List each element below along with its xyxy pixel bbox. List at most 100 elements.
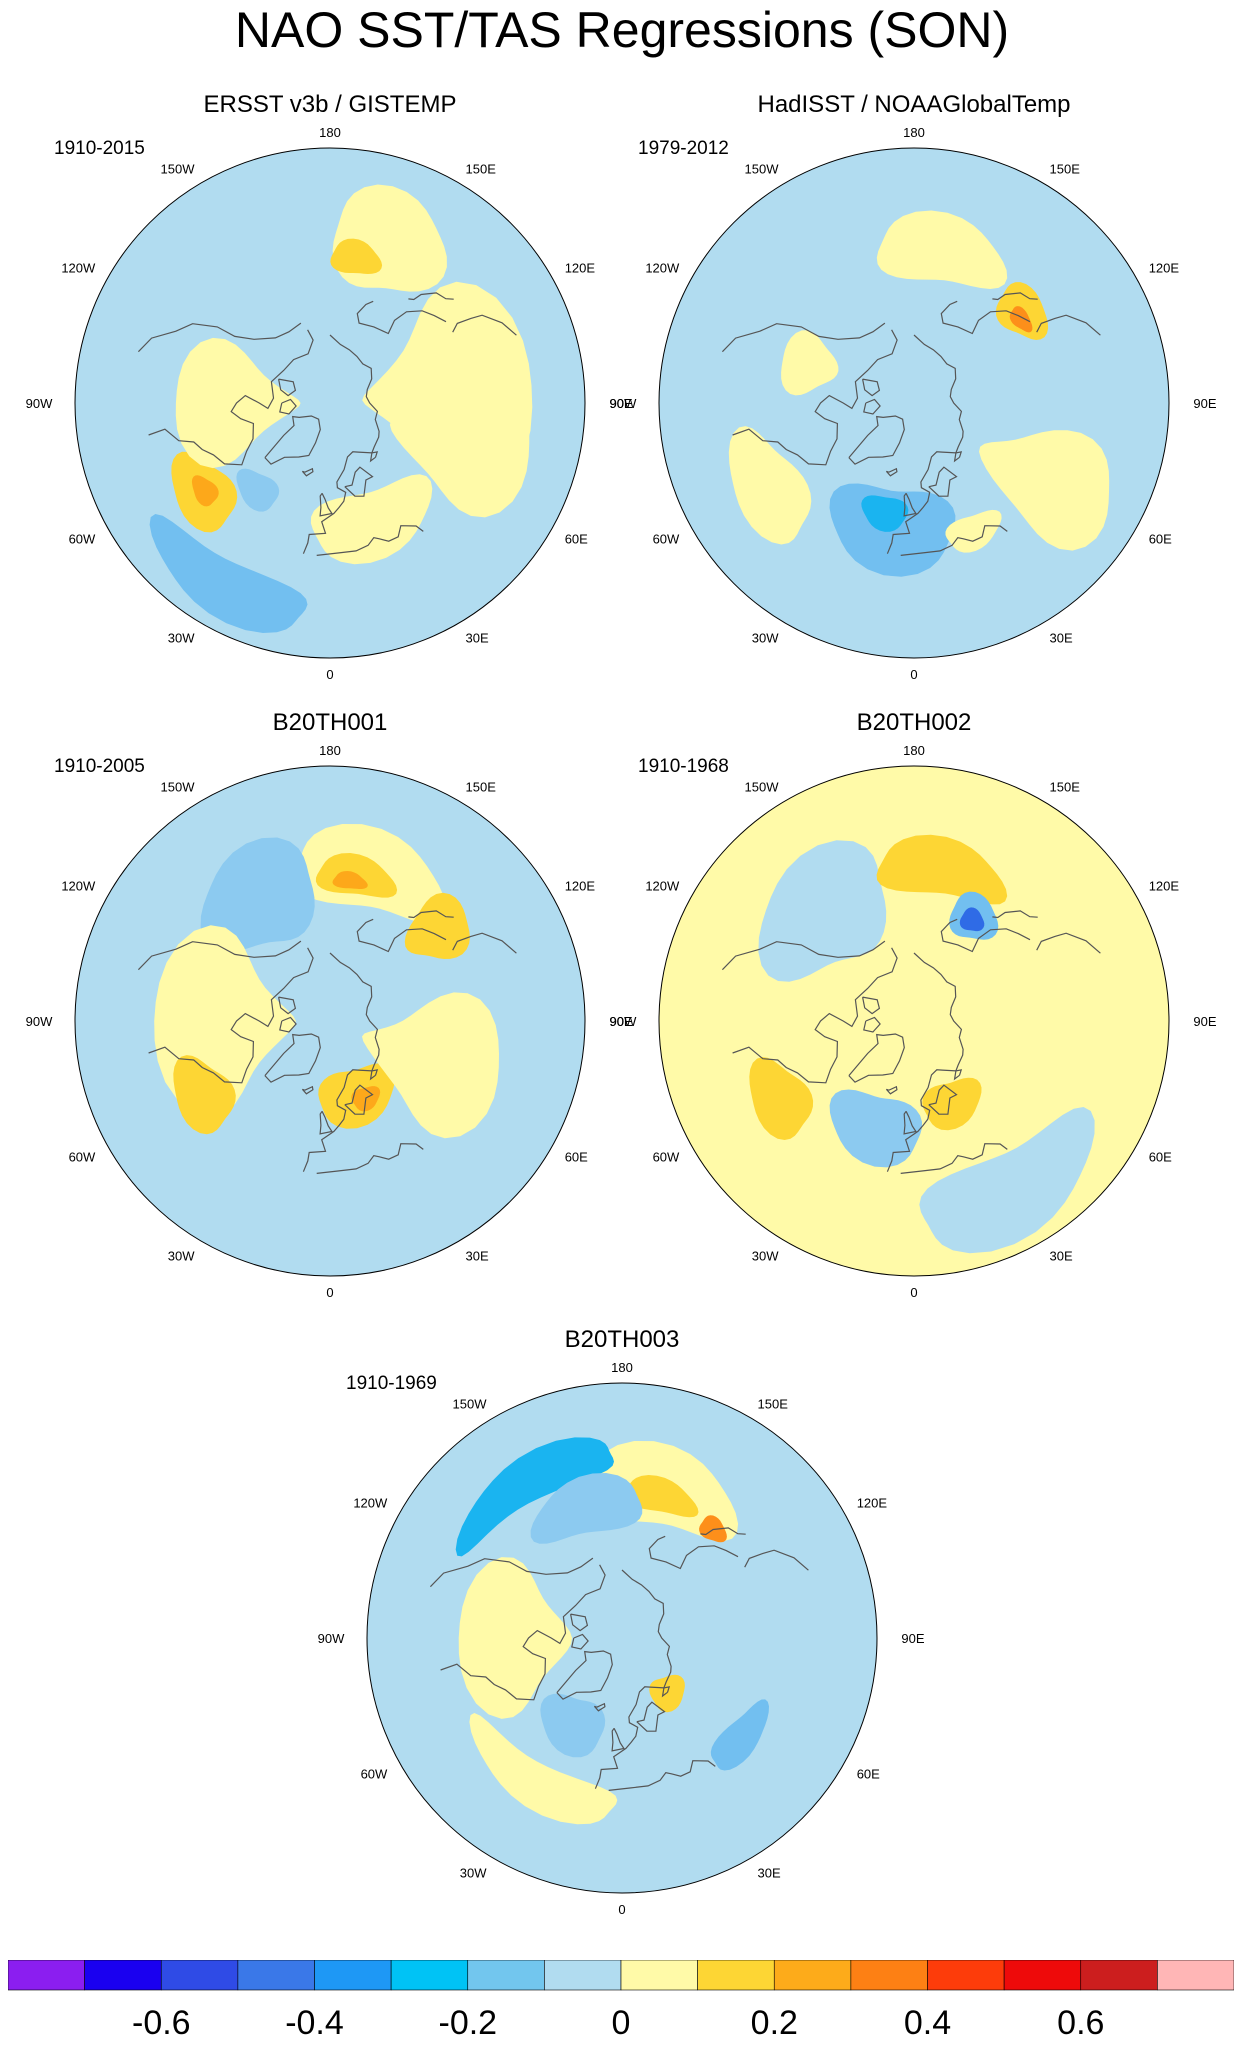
anomaly-region (310, 474, 433, 565)
coastline (732, 329, 898, 466)
anomaly-region (455, 1437, 614, 1557)
anomaly-region (389, 369, 530, 518)
coastline (903, 492, 917, 517)
coastline (863, 1016, 881, 1033)
coastline (319, 1110, 333, 1135)
panel-title: HadISST / NOAAGlobalTemp (757, 91, 1071, 118)
longitude-label: 180 (611, 1360, 633, 1375)
anomaly-region (332, 871, 368, 889)
longitude-label: 150E (1050, 161, 1081, 176)
map-field (75, 148, 585, 658)
anomaly-region (191, 475, 219, 507)
coastline (316, 1143, 424, 1174)
longitude-label: 30E (1050, 1249, 1073, 1264)
longitude-label: 150E (758, 1396, 789, 1411)
longitude-label: 60E (565, 1150, 588, 1165)
map-field (659, 148, 1169, 658)
coastline (928, 1084, 958, 1115)
coastline (137, 940, 302, 971)
longitude-label: 30E (758, 1866, 781, 1881)
longitude-label: 150W (745, 161, 780, 176)
coastline (862, 996, 881, 1015)
longitude-label: 90E (609, 1014, 632, 1029)
panel-years: 1910-2015 (54, 138, 145, 159)
anomaly-region (959, 907, 985, 932)
colorbar-swatch (927, 1960, 1005, 1991)
coastline (556, 1650, 613, 1700)
longitude-label: 60W (69, 532, 96, 547)
map-border (74, 765, 586, 1277)
coastline (848, 1033, 905, 1083)
longitude-label: 120E (1149, 261, 1180, 276)
colorbar-swatch (467, 1960, 545, 1991)
colorbar-tick-label: 0.6 (1057, 2004, 1104, 2040)
coastline (148, 947, 314, 1084)
polar-map: 180 150E 120E 90E 60E 30E 0 30W 60W 90W 120W 150W (610, 125, 1217, 682)
longitude-label: 180 (903, 125, 925, 140)
anomaly-region (404, 892, 470, 959)
colorbar-swatch (850, 1960, 928, 1991)
coastline (264, 1033, 321, 1083)
longitude-label: 60E (565, 532, 588, 547)
anomaly-region (149, 514, 308, 633)
longitude-label: 180 (319, 125, 341, 140)
longitude-label: 120W (645, 261, 680, 276)
longitude-label: 60W (361, 1767, 388, 1782)
coastline (992, 292, 1038, 301)
anomaly-region (623, 1475, 699, 1518)
colorbar-tick-label: 0.2 (751, 2004, 798, 2040)
longitude-label: 0 (326, 667, 333, 682)
colorbar-tick-label: -0.6 (132, 2004, 191, 2040)
coastline (721, 940, 886, 971)
colorbar-swatch (237, 1960, 315, 1991)
coastline (940, 300, 1031, 335)
polar-map: 180 150E 120E 90E 60E 30E 0 30W 60W 90W 120W 150W (26, 743, 633, 1300)
anomaly-region (540, 1693, 606, 1758)
anomaly-region (200, 837, 315, 952)
longitude-label: 90W (318, 1631, 345, 1646)
colorbar-tick-label: -0.4 (285, 2004, 344, 2040)
longitude-label: 90W (26, 396, 53, 411)
colorbar-tick-label: 0.4 (904, 2004, 951, 2040)
map-panel-b20th001: B20TH001 1910-2005 180 150E 120E 90E 60E 30E 0… (26, 708, 633, 1308)
longitude-label: 150E (1050, 779, 1081, 794)
longitude-label: 150W (453, 1396, 488, 1411)
map-panel-hadisst-noaa: HadISST / NOAAGlobalTemp 1979-2012 180 15… (610, 90, 1217, 690)
coastline (900, 525, 1008, 556)
coastline (279, 398, 297, 415)
coastline (452, 314, 517, 336)
coastline (369, 451, 379, 463)
longitude-label: 120W (353, 1496, 388, 1511)
longitude-label: 120E (565, 261, 596, 276)
coastline (744, 1549, 809, 1571)
colorbar-swatch (1003, 1960, 1082, 1991)
coastline (862, 378, 881, 397)
anomaly-region (876, 834, 1008, 905)
coastline (721, 322, 886, 353)
coastline (903, 1110, 917, 1135)
panel-years: 1910-1968 (638, 756, 729, 777)
map-panel-ersst-gistemp: ERSST v3b / GISTEMP 1910-2015 180 150E 120… (26, 90, 633, 690)
figure-title: NAO SST/TAS Regressions (SON) (234, 2, 1010, 58)
coastline (928, 466, 958, 497)
longitude-label: 60W (653, 532, 680, 547)
longitude-label: 150E (466, 161, 497, 176)
longitude-label: 90E (1193, 1014, 1216, 1029)
longitude-label: 30W (168, 1249, 195, 1264)
anomaly-region (175, 337, 301, 469)
colorbar-tick-label: -0.2 (439, 2004, 498, 2040)
longitude-label: 150E (466, 779, 497, 794)
longitude-label: 0 (910, 667, 917, 682)
longitude-label: 180 (319, 743, 341, 758)
coastline (953, 451, 963, 463)
longitude-label: 0 (326, 1285, 333, 1300)
coastline (848, 415, 905, 465)
anomaly-region (749, 1057, 814, 1140)
panel-title: ERSST v3b / GISTEMP (203, 91, 457, 118)
map-border (366, 1382, 878, 1894)
coastline (661, 1686, 671, 1698)
map-border (74, 147, 586, 659)
longitude-label: 120E (565, 879, 596, 894)
panel-years: 1979-2012 (638, 138, 729, 159)
coastline (344, 1084, 374, 1115)
